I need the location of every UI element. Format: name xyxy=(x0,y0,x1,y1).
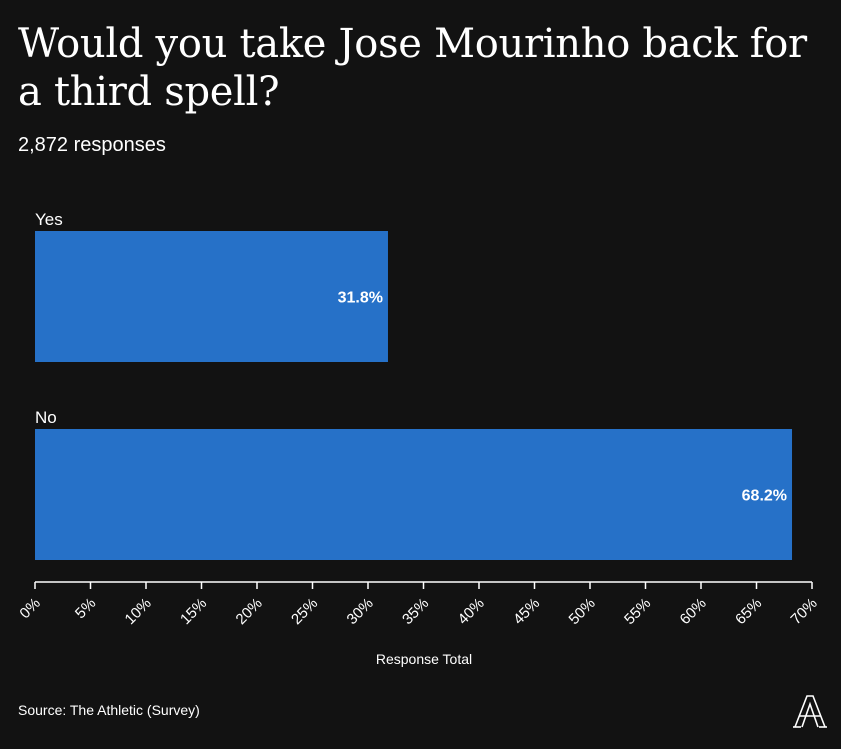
x-tick-label: 20% xyxy=(233,595,266,628)
x-tick-label: 40% xyxy=(455,595,488,628)
bar-chart: Yes 31.8% No 68.2% 0% 5% 10% 15% 20% 25% 30% 35% 40… xyxy=(16,210,821,667)
category-label-yes: Yes xyxy=(35,210,63,229)
x-tick-label: 0% xyxy=(16,595,43,622)
bar-no xyxy=(35,429,793,560)
x-axis-label: Response Total xyxy=(376,651,472,667)
x-tick-label: 5% xyxy=(72,595,99,622)
x-tick-label: 60% xyxy=(677,595,710,628)
category-label-no: No xyxy=(35,408,57,427)
x-tick-label: 15% xyxy=(177,595,210,628)
the-athletic-logo-icon xyxy=(791,692,829,735)
chart-title: Would you take Jose Mourinho back for a … xyxy=(18,21,807,115)
chart-subtitle: 2,872 responses xyxy=(18,134,166,156)
x-tick-label: 50% xyxy=(566,595,599,628)
x-tick-label: 10% xyxy=(122,595,155,628)
source-note: Source: The Athletic (Survey) xyxy=(18,702,200,718)
x-tick-label: 65% xyxy=(732,595,765,628)
bar-yes xyxy=(35,231,388,362)
x-tick-label: 30% xyxy=(344,595,377,628)
data-label-no: 68.2% xyxy=(742,488,787,505)
x-tick-label: 70% xyxy=(788,595,821,628)
x-tick-label: 55% xyxy=(621,595,654,628)
x-tick-label: 35% xyxy=(399,595,432,628)
x-tick-label: 45% xyxy=(510,595,543,628)
x-tick-label: 25% xyxy=(288,595,321,628)
data-label-yes: 31.8% xyxy=(338,290,383,307)
x-axis: 0% 5% 10% 15% 20% 25% 30% 35% 40% 45% 50% 55% 60% 65%… xyxy=(16,581,821,628)
bars-layer: Yes 31.8% No 68.2% xyxy=(35,210,793,560)
